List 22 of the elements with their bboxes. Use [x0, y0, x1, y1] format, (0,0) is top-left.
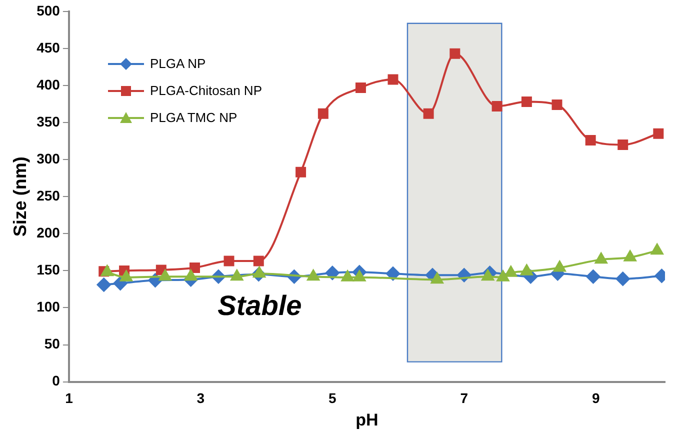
x-tick-label: 1	[65, 390, 74, 406]
y-axis-title: Size (nm)	[10, 156, 30, 237]
y-tick-label: 200	[36, 224, 60, 240]
y-tick-label: 0	[52, 372, 60, 389]
y-tick-label: 100	[36, 298, 60, 315]
y-tick-label: 400	[36, 76, 60, 92]
x-tick-label: 7	[460, 390, 468, 406]
y-tick-label: 250	[36, 187, 60, 204]
legend-label: PLGA NP	[150, 56, 206, 71]
y-tick-label: 350	[36, 113, 60, 130]
x-tick-label: 9	[592, 390, 600, 406]
legend-label: PLGA TMC NP	[150, 110, 238, 125]
x-tick-label: 5	[328, 390, 337, 406]
annotation: Stable	[218, 290, 302, 322]
legend-label: PLGA-Chitosan NP	[150, 83, 262, 98]
y-tick-label: 300	[36, 150, 60, 166]
x-tick-label: 3	[196, 390, 205, 406]
y-tick-label: 150	[36, 262, 60, 278]
x-axis-title: pH	[356, 410, 378, 430]
y-tick-label: 500	[36, 2, 60, 18]
y-tick-label: 450	[36, 39, 60, 56]
y-tick-label: 50	[44, 336, 60, 352]
